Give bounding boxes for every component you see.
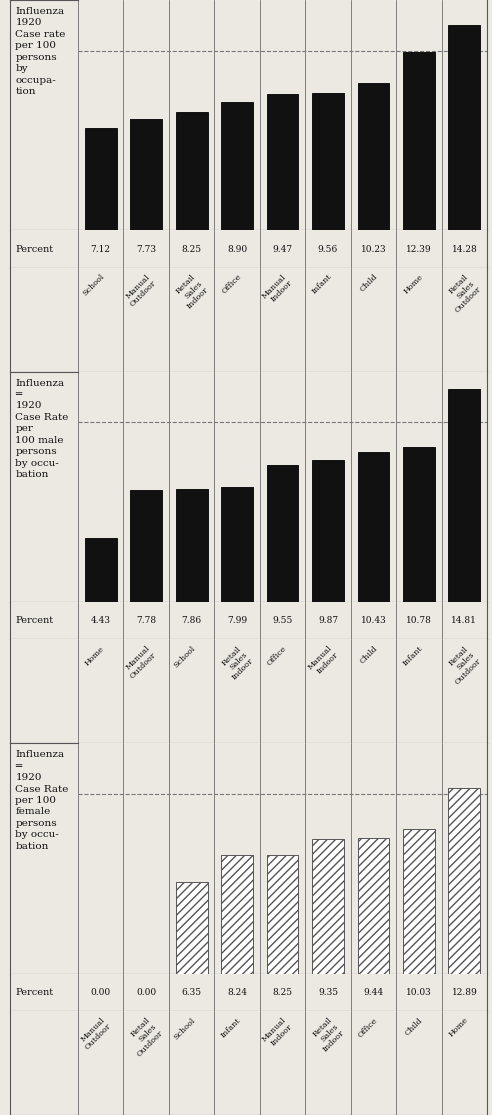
Bar — [312, 460, 344, 602]
Text: Child: Child — [358, 644, 379, 666]
Text: 7.12: 7.12 — [91, 244, 111, 253]
Text: 8.25: 8.25 — [182, 244, 202, 253]
Bar — [130, 491, 162, 602]
Text: 10.23: 10.23 — [361, 244, 386, 253]
Bar — [448, 25, 480, 231]
Bar — [130, 119, 162, 231]
Text: 6.35: 6.35 — [182, 988, 202, 997]
Text: Retail
Sales
Outdoor: Retail Sales Outdoor — [440, 644, 483, 687]
Bar — [403, 447, 435, 602]
Text: Infant: Infant — [401, 644, 425, 668]
Bar — [448, 389, 480, 602]
Bar — [358, 84, 389, 231]
Text: 9.56: 9.56 — [318, 244, 338, 253]
Text: 10.03: 10.03 — [406, 988, 432, 997]
Bar — [358, 837, 389, 973]
Bar — [85, 539, 117, 602]
Text: Retail
Sales
Indoor: Retail Sales Indoor — [173, 273, 210, 310]
Text: 8.25: 8.25 — [273, 988, 293, 997]
Text: 9.47: 9.47 — [273, 244, 293, 253]
Text: Infant: Infant — [220, 1016, 243, 1039]
Text: 8.24: 8.24 — [227, 988, 247, 997]
Text: School: School — [82, 273, 106, 298]
Text: 7.78: 7.78 — [136, 617, 156, 626]
Text: Office: Office — [220, 273, 243, 295]
Text: Manual
Outdoor: Manual Outdoor — [77, 1016, 113, 1051]
Text: Child: Child — [403, 1016, 425, 1037]
Text: 7.73: 7.73 — [136, 244, 156, 253]
Text: 9.35: 9.35 — [318, 988, 338, 997]
Bar — [221, 103, 253, 231]
Text: 9.87: 9.87 — [318, 617, 338, 626]
Text: Manual
Indoor: Manual Indoor — [261, 1016, 295, 1049]
Text: Home: Home — [402, 273, 425, 295]
Bar — [176, 882, 208, 973]
Text: Percent: Percent — [15, 244, 54, 253]
Bar — [403, 830, 435, 973]
Bar — [267, 465, 299, 602]
Bar — [221, 487, 253, 602]
Bar — [176, 488, 208, 602]
Text: 0.00: 0.00 — [91, 988, 111, 997]
Text: Infant: Infant — [310, 273, 334, 295]
Text: Retail
Sales
Indoor: Retail Sales Indoor — [218, 644, 255, 681]
Text: Child: Child — [358, 273, 379, 293]
Bar — [267, 855, 299, 973]
Text: Retail
Sales
Outdoor: Retail Sales Outdoor — [123, 1016, 164, 1058]
Bar — [176, 112, 208, 231]
Text: 0.00: 0.00 — [136, 988, 156, 997]
Text: 9.44: 9.44 — [364, 988, 383, 997]
Bar — [267, 94, 299, 231]
Bar — [403, 52, 435, 231]
Text: Home: Home — [447, 1016, 470, 1039]
Text: Influenza
═
1920
Case Rate
per 100
female
persons
by occu-
bation: Influenza ═ 1920 Case Rate per 100 femal… — [15, 750, 69, 851]
Bar — [312, 840, 344, 973]
Bar — [221, 855, 253, 973]
Bar — [85, 128, 117, 231]
Text: 14.81: 14.81 — [452, 617, 477, 626]
Text: 7.86: 7.86 — [182, 617, 202, 626]
Bar — [312, 93, 344, 231]
Text: School: School — [172, 1016, 197, 1041]
Text: Percent: Percent — [15, 617, 54, 626]
Text: 12.39: 12.39 — [406, 244, 431, 253]
Text: School: School — [172, 644, 197, 669]
Text: Manual
Indoor: Manual Indoor — [261, 273, 295, 307]
Text: Manual
Indoor: Manual Indoor — [307, 644, 340, 678]
Text: 4.43: 4.43 — [91, 617, 111, 626]
Text: Retail
Sales
Outdoor: Retail Sales Outdoor — [440, 273, 483, 314]
Text: Home: Home — [84, 644, 106, 667]
Text: Office: Office — [356, 1016, 379, 1039]
Text: 9.55: 9.55 — [273, 617, 293, 626]
Text: Influenza
═
1920
Case Rate
per
100 male
persons
by occu-
bation: Influenza ═ 1920 Case Rate per 100 male … — [15, 379, 69, 479]
Text: Manual
Outdoor: Manual Outdoor — [123, 644, 158, 680]
Text: 8.90: 8.90 — [227, 244, 247, 253]
Text: Manual
Outdoor: Manual Outdoor — [123, 273, 158, 309]
Text: 12.89: 12.89 — [452, 988, 477, 997]
Text: Percent: Percent — [15, 988, 54, 997]
Text: 10.43: 10.43 — [361, 617, 386, 626]
Text: 7.99: 7.99 — [227, 617, 247, 626]
Text: 14.28: 14.28 — [452, 244, 477, 253]
Text: Influenza
1920
Case rate
per 100
persons
by
occupa-
tion: Influenza 1920 Case rate per 100 persons… — [15, 7, 65, 96]
Text: 10.78: 10.78 — [406, 617, 432, 626]
Text: Retail
Sales
Indoor: Retail Sales Indoor — [309, 1016, 346, 1054]
Bar — [358, 452, 389, 602]
Text: Office: Office — [265, 644, 288, 668]
Bar — [448, 788, 480, 973]
